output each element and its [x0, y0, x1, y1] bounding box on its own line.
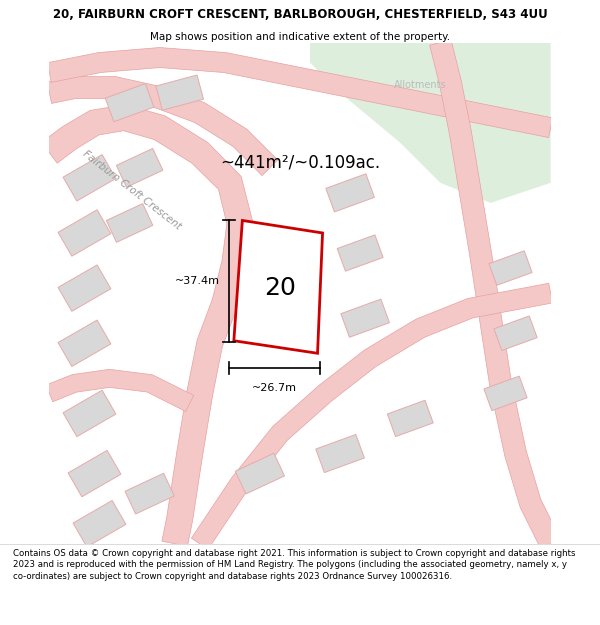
- Polygon shape: [47, 77, 278, 176]
- Polygon shape: [430, 40, 560, 549]
- Polygon shape: [494, 316, 537, 351]
- Polygon shape: [156, 75, 203, 110]
- Text: Fairburn Croft Crescent: Fairburn Croft Crescent: [81, 149, 183, 232]
- Polygon shape: [388, 400, 433, 437]
- Text: ~26.7m: ~26.7m: [252, 383, 297, 393]
- Polygon shape: [58, 210, 111, 256]
- Polygon shape: [234, 221, 323, 353]
- Polygon shape: [46, 369, 194, 411]
- Polygon shape: [191, 283, 553, 549]
- Polygon shape: [58, 265, 111, 311]
- Polygon shape: [326, 174, 374, 212]
- Text: Contains OS data © Crown copyright and database right 2021. This information is : Contains OS data © Crown copyright and d…: [13, 549, 576, 581]
- Text: ~37.4m: ~37.4m: [175, 276, 220, 286]
- Text: Allotments: Allotments: [394, 80, 446, 90]
- Polygon shape: [235, 453, 284, 494]
- Polygon shape: [316, 434, 364, 472]
- Polygon shape: [106, 204, 153, 242]
- Polygon shape: [337, 235, 383, 271]
- Polygon shape: [116, 148, 163, 188]
- Polygon shape: [68, 451, 121, 497]
- Text: Map shows position and indicative extent of the property.: Map shows position and indicative extent…: [150, 32, 450, 42]
- Polygon shape: [484, 376, 527, 411]
- Polygon shape: [73, 501, 126, 547]
- Text: ~441m²/~0.109ac.: ~441m²/~0.109ac.: [220, 154, 380, 172]
- Polygon shape: [41, 105, 253, 546]
- Polygon shape: [58, 320, 111, 366]
- Polygon shape: [310, 42, 551, 203]
- Polygon shape: [47, 48, 553, 138]
- Text: 20, FAIRBURN CROFT CRESCENT, BARLBOROUGH, CHESTERFIELD, S43 4UU: 20, FAIRBURN CROFT CRESCENT, BARLBOROUGH…: [53, 9, 547, 21]
- Polygon shape: [341, 299, 389, 338]
- Polygon shape: [489, 251, 532, 286]
- Polygon shape: [63, 390, 116, 437]
- Polygon shape: [105, 84, 154, 122]
- Text: 20: 20: [264, 276, 296, 300]
- Polygon shape: [63, 154, 116, 201]
- Polygon shape: [125, 473, 174, 514]
